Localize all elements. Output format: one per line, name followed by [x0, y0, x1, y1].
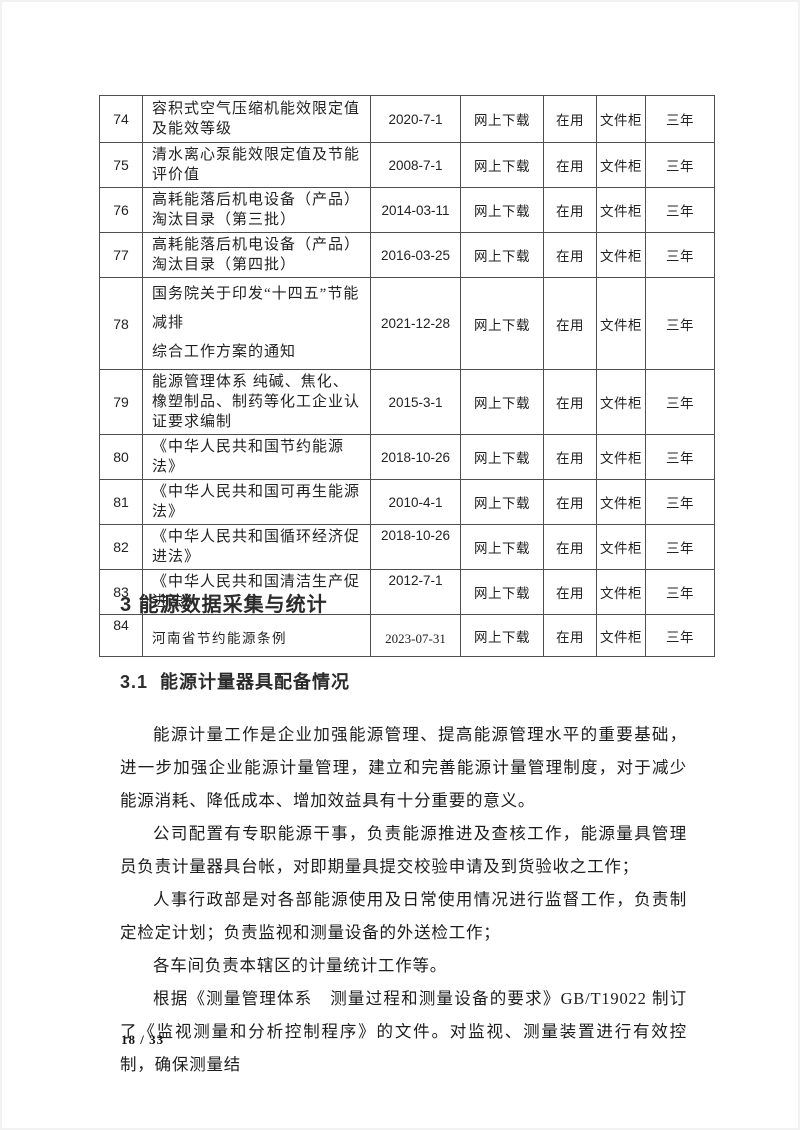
cell-date: 2014-03-11: [370, 187, 461, 233]
cell-location: 文件柜: [596, 614, 646, 657]
table-row: 77 高耗能落后机电设备（产品）淘汰目录（第四批） 2016-03-25 网上下载 在用…: [99, 232, 715, 278]
cell-source: 网上下载: [460, 614, 544, 657]
cell-title: 《中华人民共和国清洁生产促进法》: [142, 569, 371, 615]
paragraph: 根据《测量管理体系 测量过程和测量设备的要求》GB/T19022 制订了《监视测…: [120, 989, 687, 1074]
cell-date: 2012-7-1: [370, 569, 461, 615]
cell-no: 78: [99, 277, 143, 370]
cell-retention: 三年: [645, 569, 715, 615]
cell-no: 75: [99, 142, 143, 188]
cell-title: 高耗能落后机电设备（产品）淘汰目录（第三批）: [142, 187, 371, 233]
cell-date: 2023-07-31: [370, 614, 461, 657]
cell-title: 《中华人民共和国循环经济促进法》: [142, 524, 371, 570]
cell-location: 文件柜: [596, 142, 646, 188]
cell-no: 84: [99, 614, 143, 657]
cell-status: 在用: [543, 95, 597, 143]
paragraph: 人事行政部是对各部能源使用及日常使用情况进行监督工作，负责制定检定计划；负责监视…: [120, 890, 687, 942]
cell-title: 能源管理体系 纯碱、焦化、橡塑制品、制药等化工企业认证要求编制: [142, 369, 371, 435]
cell-date: 2015-3-1: [370, 369, 461, 435]
cell-location: 文件柜: [596, 479, 646, 525]
cell-no: 83: [99, 569, 143, 615]
cell-title: 清水离心泵能效限定值及节能评价值: [142, 142, 371, 188]
cell-date: 2020-7-1: [370, 95, 461, 143]
table-row: 75 清水离心泵能效限定值及节能评价值 2008-7-1 网上下载 在用 文件柜 三年: [99, 142, 715, 188]
cell-retention: 三年: [645, 614, 715, 657]
cell-location: 文件柜: [596, 569, 646, 615]
cell-title: 容积式空气压缩机能效限定值及能效等级: [142, 95, 371, 143]
cell-date: 2016-03-25: [370, 232, 461, 278]
table-row: 78 国务院关于印发“十四五”节能减排 综合工作方案的通知 2021-12-28 网上…: [99, 277, 715, 370]
cell-retention: 三年: [645, 277, 715, 370]
table-row: 84 河南省节约能源条例 2023-07-31 网上下载 在用 文件柜 三年: [99, 614, 715, 657]
cell-date: 2008-7-1: [370, 142, 461, 188]
cell-retention: 三年: [645, 95, 715, 143]
table-row: 80 《中华人民共和国节约能源法》 2018-10-26 网上下载 在用 文件柜 三年: [99, 434, 715, 480]
cell-source: 网上下载: [460, 142, 544, 188]
cell-source: 网上下载: [460, 187, 544, 233]
cell-retention: 三年: [645, 524, 715, 570]
cell-location: 文件柜: [596, 524, 646, 570]
cell-no: 76: [99, 187, 143, 233]
cell-source: 网上下载: [460, 369, 544, 435]
cell-no: 80: [99, 434, 143, 480]
cell-location: 文件柜: [596, 434, 646, 480]
table-row: 81 《中华人民共和国可再生能源法》 2010-4-1 网上下载 在用 文件柜 三年: [99, 479, 715, 525]
cell-source: 网上下载: [460, 479, 544, 525]
cell-date: 2021-12-28: [370, 277, 461, 370]
table-row: 74 容积式空气压缩机能效限定值及能效等级 2020-7-1 网上下载 在用 文件柜 三年: [99, 95, 715, 143]
cell-location: 文件柜: [596, 95, 646, 143]
section-content: 3 能源数据采集与统计 3.1 能源计量器具配备情况 能源计量工作是企业加强能源…: [120, 588, 687, 1081]
cell-retention: 三年: [645, 232, 715, 278]
cell-no: 77: [99, 232, 143, 278]
cell-status: 在用: [543, 369, 597, 435]
cell-status: 在用: [543, 434, 597, 480]
cell-no: 82: [99, 524, 143, 570]
cell-status: 在用: [543, 524, 597, 570]
cell-source: 网上下载: [460, 277, 544, 370]
table-row: 79 能源管理体系 纯碱、焦化、橡塑制品、制药等化工企业认证要求编制 2015-3-…: [99, 369, 715, 435]
cell-no: 79: [99, 369, 143, 435]
cell-title: 高耗能落后机电设备（产品）淘汰目录（第四批）: [142, 232, 371, 278]
cell-title: 河南省节约能源条例: [142, 614, 371, 657]
page-number: 18 / 33: [121, 1032, 165, 1047]
cell-retention: 三年: [645, 187, 715, 233]
paragraph: 各车间负责本辖区的计量统计工作等。: [153, 956, 448, 975]
cell-location: 文件柜: [596, 277, 646, 370]
body-text: 能源计量工作是企业加强能源管理、提高能源管理水平的重要基础，进一步加强企业能源计…: [120, 718, 687, 1081]
cell-source: 网上下载: [460, 434, 544, 480]
cell-source: 网上下载: [460, 524, 544, 570]
cell-date: 2018-10-26: [370, 524, 461, 570]
cell-date: 2018-10-26: [370, 434, 461, 480]
table-row: 76 高耗能落后机电设备（产品）淘汰目录（第三批） 2014-03-11 网上下载 在用…: [99, 187, 715, 233]
section-heading: 3 能源数据采集与统计: [120, 594, 328, 616]
cell-status: 在用: [543, 277, 597, 370]
cell-status: 在用: [543, 142, 597, 188]
cell-title: 《中华人民共和国可再生能源法》: [142, 479, 371, 525]
table-row: 82 《中华人民共和国循环经济促进法》 2018-10-26 网上下载 在用 文件柜 三年: [99, 524, 715, 570]
cell-no: 74: [99, 95, 143, 143]
cell-date: 2010-4-1: [370, 479, 461, 525]
table-row: 83 《中华人民共和国清洁生产促进法》 2012-7-1 网上下载 在用 文件柜 三年: [99, 569, 715, 615]
cell-status: 在用: [543, 479, 597, 525]
cell-source: 网上下载: [460, 232, 544, 278]
cell-title: 国务院关于印发“十四五”节能减排 综合工作方案的通知: [142, 277, 371, 370]
cell-source: 网上下载: [460, 569, 544, 615]
cell-retention: 三年: [645, 142, 715, 188]
cell-status: 在用: [543, 187, 597, 233]
cell-location: 文件柜: [596, 369, 646, 435]
subsection-heading: 3.1 能源计量器具配备情况: [120, 672, 351, 692]
records-table-body: 74 容积式空气压缩机能效限定值及能效等级 2020-7-1 网上下载 在用 文件柜 三年 7…: [99, 95, 715, 657]
cell-status: 在用: [543, 232, 597, 278]
records-table: 74 容积式空气压缩机能效限定值及能效等级 2020-7-1 网上下载 在用 文件柜 三年 7…: [99, 95, 715, 657]
cell-retention: 三年: [645, 434, 715, 480]
paragraph: 公司配置有专职能源干事，负责能源推进及查核工作，能源量具管理员负责计量器具台帐，…: [120, 824, 687, 876]
cell-location: 文件柜: [596, 232, 646, 278]
paragraph: 能源计量工作是企业加强能源管理、提高能源管理水平的重要基础，进一步加强企业能源计…: [120, 725, 687, 810]
cell-retention: 三年: [645, 479, 715, 525]
cell-no: 81: [99, 479, 143, 525]
cell-title: 《中华人民共和国节约能源法》: [142, 434, 371, 480]
cell-source: 网上下载: [460, 95, 544, 143]
cell-retention: 三年: [645, 369, 715, 435]
cell-location: 文件柜: [596, 187, 646, 233]
